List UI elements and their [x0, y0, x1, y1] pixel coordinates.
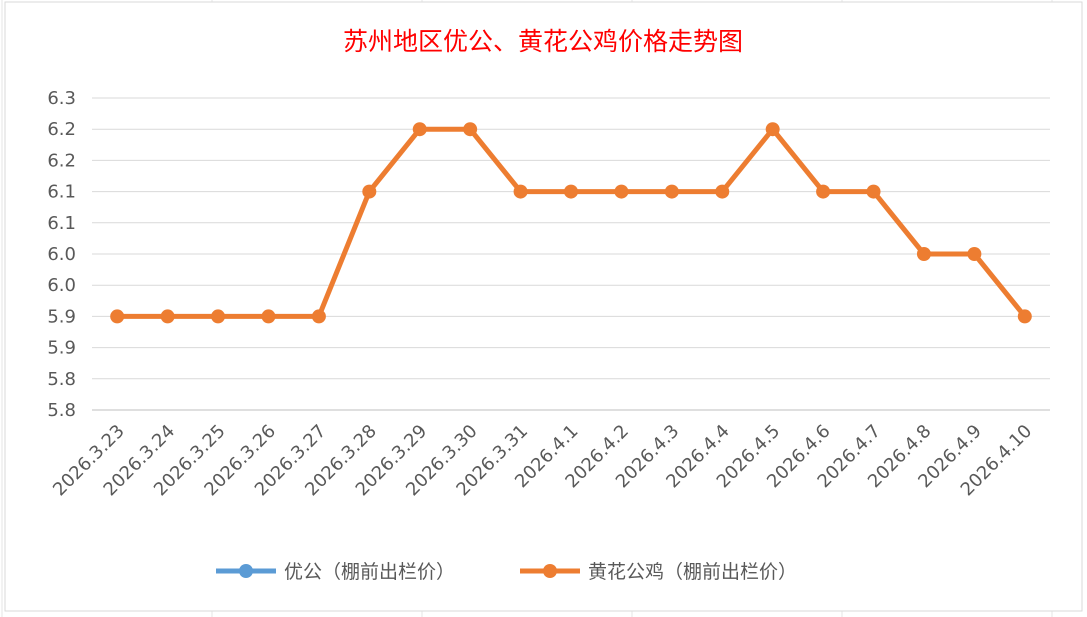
y-tick-label: 6.0: [47, 275, 76, 296]
y-tick-label: 5.8: [47, 400, 76, 421]
data-point: [160, 309, 175, 324]
data-point: [463, 122, 478, 137]
y-tick-label: 6.1: [47, 213, 76, 234]
y-tick-label: 5.9: [47, 338, 76, 359]
data-point: [362, 184, 377, 199]
data-point: [866, 184, 881, 199]
y-tick-label: 6.3: [47, 88, 76, 109]
data-point: [614, 184, 629, 199]
y-tick-label: 6.2: [47, 150, 76, 171]
data-point: [765, 122, 780, 137]
legend-label: 优公（棚前出栏价）: [284, 561, 455, 583]
y-tick-label: 6.1: [47, 182, 76, 203]
legend-item: 优公（棚前出栏价）: [216, 561, 455, 583]
data-point: [715, 184, 730, 199]
legend-marker-icon: [239, 564, 253, 578]
legend-label: 黄花公鸡（棚前出栏价）: [588, 561, 797, 583]
legend-marker-icon: [543, 564, 557, 578]
data-point: [816, 184, 831, 199]
y-tick-label: 6.0: [47, 244, 76, 265]
data-point: [211, 309, 226, 324]
data-point: [261, 309, 276, 324]
chart-area: [4, 1, 1083, 612]
data-point: [110, 309, 125, 324]
data-point: [412, 122, 427, 137]
y-tick-label: 5.9: [47, 306, 76, 327]
chart-title: 苏州地区优公、黄花公鸡价格走势图: [343, 27, 743, 56]
data-point: [513, 184, 528, 199]
data-point: [967, 247, 982, 261]
legend-item: 黄花公鸡（棚前出栏价）: [520, 561, 797, 583]
data-point: [311, 309, 326, 324]
data-point: [1017, 309, 1032, 324]
y-tick-label: 6.2: [47, 119, 76, 140]
data-point: [664, 184, 679, 199]
data-point: [916, 247, 931, 261]
data-point: [564, 184, 578, 199]
y-tick-label: 5.8: [47, 369, 76, 390]
